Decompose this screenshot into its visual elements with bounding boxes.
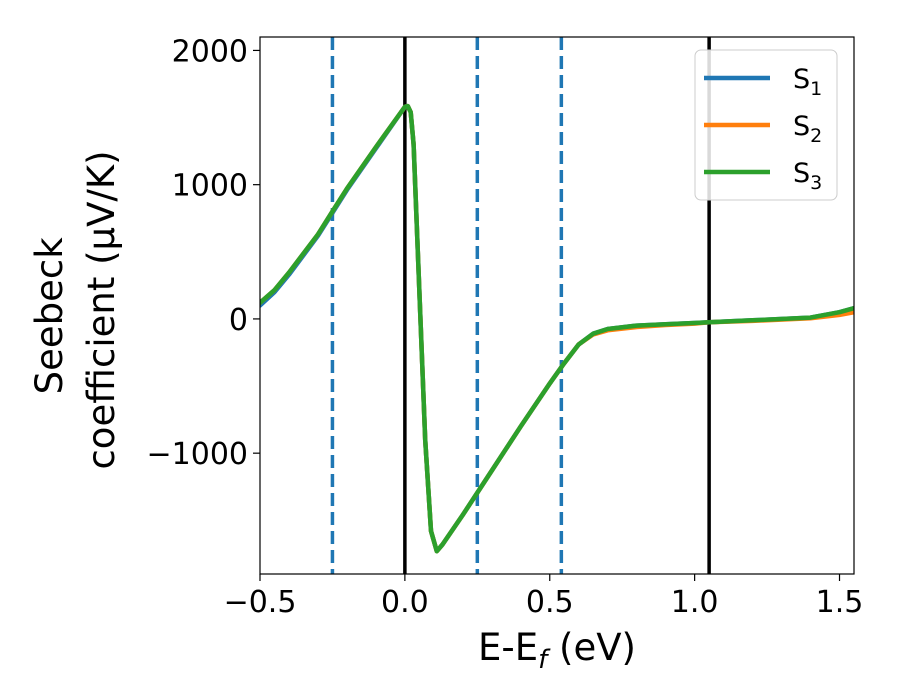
x-tick-label: −0.5: [224, 585, 297, 620]
plot-frame: [259, 36, 855, 575]
x-tick-label: 0.0: [381, 585, 429, 620]
x-axis: −0.5 0.0 0.5 1.0 1.5: [224, 574, 864, 620]
y-tick-label: 1000: [172, 169, 248, 204]
y-axis-title-line-1: Seebeck: [28, 237, 71, 395]
x-axis-title: E-Ef (eV): [478, 626, 636, 675]
y-tick-label: 0: [229, 303, 248, 338]
y-tick-label: 2000: [172, 34, 248, 69]
y-axis: −1000 0 1000 2000: [147, 34, 260, 472]
legend-label-2: S2: [793, 111, 822, 147]
y-axis-title-line-2: coefficient (μV/K): [80, 150, 123, 469]
series-line-3: [260, 103, 854, 554]
x-tick-label: 1.5: [816, 585, 864, 620]
x-tick-label: 0.5: [526, 585, 574, 620]
y-tick-label: −1000: [147, 437, 248, 472]
series-lines: [260, 103, 854, 554]
legend-label-3: S3: [793, 158, 822, 194]
legend: S1 S2 S3: [694, 49, 838, 201]
legend-label-1: S1: [793, 64, 822, 100]
x-tick-label: 1.0: [671, 585, 719, 620]
y-axis-title: Seebeck coefficient (μV/K): [28, 150, 123, 469]
